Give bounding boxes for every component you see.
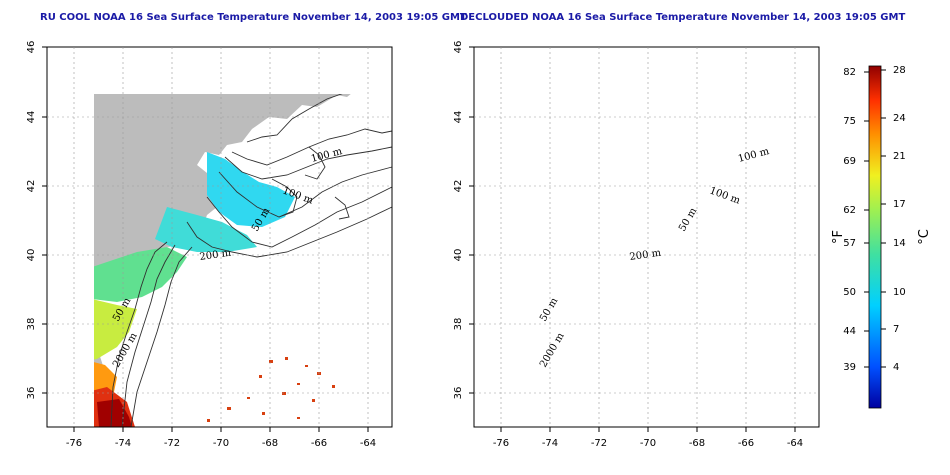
x-tick-label: -76: [493, 438, 509, 449]
x-tick-label: -74: [115, 438, 131, 449]
left-x-tick-labels: -76 -74 -72 -70 -68 -66 -64: [66, 438, 376, 449]
left-y-tick-labels: 46 44 42 40 38 36: [26, 41, 37, 400]
fahrenheit-tick-label: 44: [843, 326, 856, 337]
celsius-tick-label: 28: [893, 65, 906, 76]
colorbar-fahrenheit-labels: 82 75 69 62 57 50 44 39: [843, 67, 856, 373]
right-axis-ticks: [469, 46, 796, 432]
y-tick-label: 44: [453, 111, 464, 124]
celsius-tick-label: 7: [893, 324, 899, 335]
colorbar-ticks: [864, 69, 886, 368]
colorbar: 82 75 69 62 57 50 44 39 28 24 21 17 14 1…: [831, 65, 932, 409]
y-tick-label: 42: [453, 180, 464, 193]
x-tick-label: -72: [164, 438, 180, 449]
celsius-tick-label: 10: [893, 287, 906, 298]
x-tick-label: -64: [787, 438, 803, 449]
sst-gulf-stream-darkred: [97, 399, 132, 427]
left-map-panel: [46, 46, 393, 428]
x-tick-label: -68: [689, 438, 705, 449]
fahrenheit-tick-label: 50: [843, 287, 856, 298]
left-grid: [47, 47, 392, 427]
x-tick-label: -76: [66, 438, 82, 449]
y-tick-label: 42: [26, 180, 37, 193]
contour-label-200m: 200 m: [629, 248, 662, 263]
sst-shelf-cyan: [155, 207, 257, 252]
right-grid: [474, 47, 819, 427]
sst-shelf-green: [94, 247, 187, 302]
celsius-tick-label: 17: [893, 199, 906, 210]
x-tick-label: -74: [542, 438, 558, 449]
celsius-tick-label: 4: [893, 362, 899, 373]
y-tick-label: 36: [453, 387, 464, 400]
sst-midatlantic-yellow: [94, 299, 137, 360]
sst-gulf-of-maine-cyan: [207, 152, 295, 227]
x-tick-label: -66: [311, 438, 327, 449]
celsius-tick-label: 24: [893, 113, 906, 124]
fahrenheit-tick-label: 62: [843, 205, 856, 216]
left-panel-title: RU COOL NOAA 16 Sea Surface Temperature …: [40, 12, 467, 23]
celsius-tick-label: 21: [893, 151, 906, 162]
fahrenheit-tick-label: 69: [843, 156, 856, 167]
colorbar-gradient: [868, 65, 882, 409]
fahrenheit-tick-label: 82: [843, 67, 856, 78]
fahrenheit-tick-label: 75: [843, 116, 856, 127]
fahrenheit-unit-label: °F: [831, 230, 846, 244]
x-tick-label: -64: [360, 438, 376, 449]
x-tick-label: -70: [213, 438, 229, 449]
y-tick-label: 46: [453, 41, 464, 54]
fahrenheit-tick-label: 39: [843, 362, 856, 373]
y-tick-label: 40: [26, 249, 37, 262]
y-tick-label: 40: [453, 249, 464, 262]
right-x-tick-labels: -76 -74 -72 -70 -68 -66 -64: [493, 438, 803, 449]
right-map-panel: [473, 46, 820, 428]
y-tick-label: 38: [26, 318, 37, 331]
celsius-unit-label: °C: [917, 229, 932, 245]
x-tick-label: -72: [591, 438, 607, 449]
x-tick-label: -68: [262, 438, 278, 449]
y-tick-label: 46: [26, 41, 37, 54]
right-y-tick-labels: 46 44 42 40 38 36: [453, 41, 464, 400]
colorbar-celsius-labels: 28 24 21 17 14 10 7 4: [893, 65, 906, 373]
left-axis-ticks: [42, 46, 369, 432]
right-panel-title: DECLOUDED NOAA 16 Sea Surface Temperatur…: [460, 12, 906, 23]
fahrenheit-tick-label: 57: [843, 238, 856, 249]
contour-label-200m: 200 m: [199, 248, 232, 263]
celsius-tick-label: 14: [893, 238, 906, 249]
y-tick-label: 44: [26, 111, 37, 124]
y-tick-label: 36: [26, 387, 37, 400]
x-tick-label: -66: [738, 438, 754, 449]
x-tick-label: -70: [640, 438, 656, 449]
y-tick-label: 38: [453, 318, 464, 331]
